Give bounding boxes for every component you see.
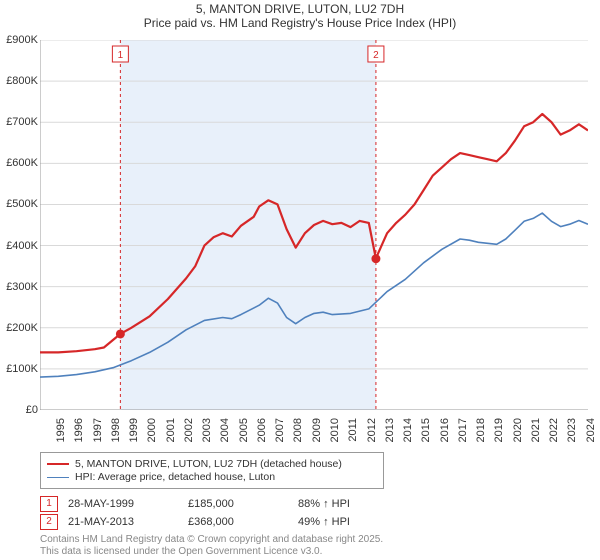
svg-text:1: 1	[118, 50, 124, 61]
annotation-price: £185,000	[188, 498, 288, 510]
legend: 5, MANTON DRIVE, LUTON, LU2 7DH (detache…	[40, 452, 384, 489]
x-axis: 1995199619971998199920002001200220032004…	[40, 410, 588, 458]
footer-line-1: Contains HM Land Registry data © Crown c…	[40, 534, 588, 546]
svg-text:2: 2	[373, 50, 379, 61]
x-tick-label: 2024	[585, 418, 597, 458]
x-tick-label: 2019	[493, 418, 505, 458]
annotation-row: 2 21-MAY-2013 £368,000 49% ↑ HPI	[40, 514, 580, 530]
event-label: 2	[368, 46, 384, 62]
annotation-list: 1 28-MAY-1999 £185,000 88% ↑ HPI 2 21-MAY-201…	[40, 494, 580, 532]
y-tick-label: £300K	[0, 281, 38, 293]
chart-titles: 5, MANTON DRIVE, LUTON, LU2 7DH Price pa…	[0, 2, 600, 31]
x-tick-label: 2018	[475, 418, 487, 458]
event-label: 1	[112, 46, 128, 62]
x-tick-label: 2014	[402, 418, 414, 458]
chart-title: 5, MANTON DRIVE, LUTON, LU2 7DH	[0, 2, 600, 16]
annotation-index: 2	[40, 514, 58, 530]
y-tick-label: £0	[0, 404, 38, 416]
y-tick-label: £500K	[0, 198, 38, 210]
footer-line-2: This data is licensed under the Open Gov…	[40, 546, 588, 558]
y-tick-label: £900K	[0, 34, 38, 46]
footer: Contains HM Land Registry data © Crown c…	[40, 534, 588, 557]
x-tick-label: 2021	[530, 418, 542, 458]
legend-row: HPI: Average price, detached house, Luto…	[47, 471, 377, 483]
annotation-date: 28-MAY-1999	[68, 498, 178, 510]
plot-area: 12	[40, 40, 588, 410]
legend-row: 5, MANTON DRIVE, LUTON, LU2 7DH (detache…	[47, 458, 377, 470]
annotation-date: 21-MAY-2013	[68, 516, 178, 528]
legend-label: HPI: Average price, detached house, Luto…	[75, 471, 275, 483]
y-tick-label: £200K	[0, 322, 38, 334]
y-axis: £0£100K£200K£300K£400K£500K£600K£700K£80…	[0, 40, 38, 410]
y-tick-label: £400K	[0, 240, 38, 252]
x-tick-label: 2013	[384, 418, 396, 458]
chart-root: 5, MANTON DRIVE, LUTON, LU2 7DH Price pa…	[0, 0, 600, 560]
annotation-price: £368,000	[188, 516, 288, 528]
annotation-hpi: 49% ↑ HPI	[298, 516, 418, 528]
annotation-index: 1	[40, 496, 58, 512]
x-tick-label: 2016	[439, 418, 451, 458]
legend-swatch	[47, 463, 69, 465]
shaded-span	[120, 40, 376, 410]
x-tick-label: 2023	[566, 418, 578, 458]
x-tick-label: 2020	[512, 418, 524, 458]
event-marker	[371, 254, 380, 263]
x-tick-label: 2015	[420, 418, 432, 458]
plot-svg: 12	[40, 40, 588, 410]
x-tick-label: 2017	[457, 418, 469, 458]
y-tick-label: £600K	[0, 157, 38, 169]
y-tick-label: £700K	[0, 116, 38, 128]
y-tick-label: £800K	[0, 75, 38, 87]
annotation-row: 1 28-MAY-1999 £185,000 88% ↑ HPI	[40, 496, 580, 512]
x-tick-label: 2022	[548, 418, 560, 458]
legend-label: 5, MANTON DRIVE, LUTON, LU2 7DH (detache…	[75, 458, 342, 470]
chart-subtitle: Price paid vs. HM Land Registry's House …	[0, 16, 600, 30]
y-tick-label: £100K	[0, 363, 38, 375]
legend-swatch	[47, 477, 69, 478]
annotation-hpi: 88% ↑ HPI	[298, 498, 418, 510]
event-marker	[116, 329, 125, 338]
